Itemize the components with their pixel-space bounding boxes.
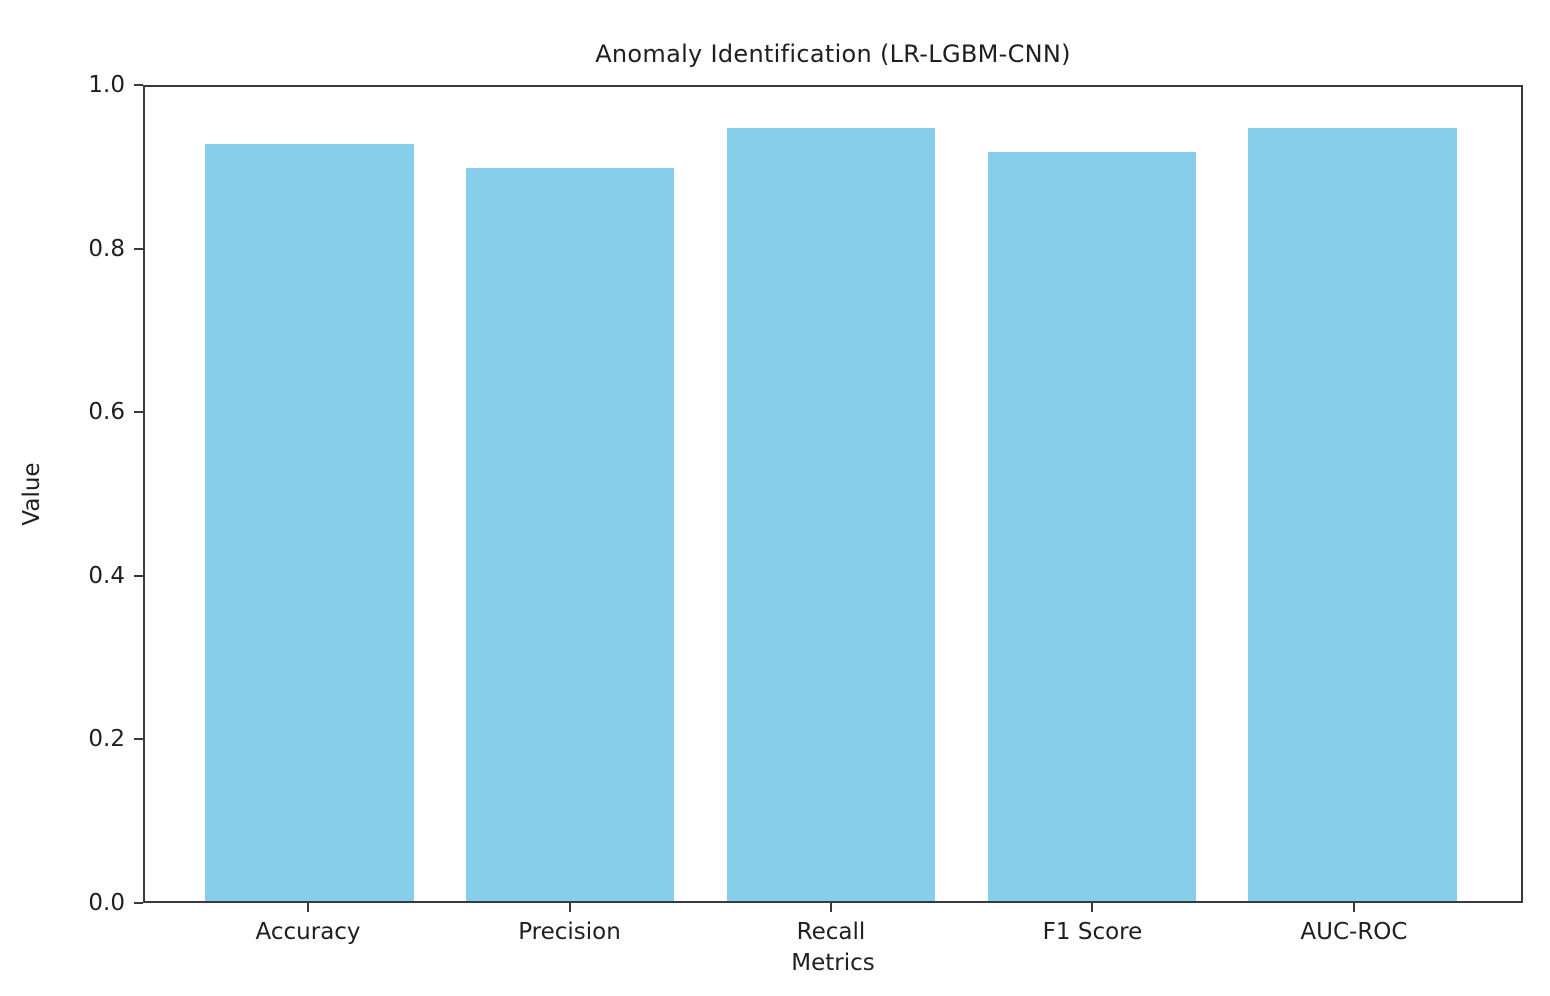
x-tick-mark-auc-roc [1352, 903, 1355, 912]
y-tick-label-0.4: 0.4 [88, 562, 125, 589]
plot-area [143, 85, 1523, 903]
x-tick-label-auc-roc: AUC-ROC [1300, 919, 1408, 945]
bar-auc-roc [1248, 127, 1457, 901]
x-tick-mark-recall [829, 903, 832, 912]
y-tick-label-0.8: 0.8 [88, 235, 125, 262]
bar-precision [466, 168, 675, 901]
x-tick-mark-accuracy [307, 903, 310, 912]
bar-recall [726, 127, 936, 901]
y-tick-mark-0.4 [134, 574, 143, 577]
y-tick-label-0.0: 0.0 [88, 890, 125, 916]
x-tick-label-recall: Recall [796, 919, 866, 945]
bar-f1-score [987, 152, 1196, 901]
y-tick-mark-0.8 [134, 247, 143, 250]
bar-accuracy [205, 143, 414, 901]
y-tick-mark-0.0 [134, 902, 143, 904]
x-tick-label-accuracy: Accuracy [255, 919, 361, 945]
y-tick-mark-0.6 [134, 411, 143, 414]
x-axis-label: Metrics [791, 950, 875, 976]
y-tick-mark-0.2 [134, 738, 143, 741]
x-axis: Accuracy Precision Recall F1 Score AUC-ROC [143, 903, 1523, 993]
y-tick-mark-1.0 [134, 84, 143, 86]
chart-title: Anomaly Identification (LR-LGBM-CNN) [595, 40, 1071, 68]
y-tick-label-0.2: 0.2 [88, 726, 125, 753]
x-tick-mark-f1-score [1091, 903, 1094, 912]
x-tick-label-precision: Precision [518, 919, 621, 945]
x-tick-mark-precision [568, 903, 571, 912]
x-tick-label-f1-score: F1 Score [1042, 919, 1143, 945]
y-tick-label-0.6: 0.6 [88, 399, 125, 426]
y-axis: 0.0 0.2 0.4 0.6 0.8 1.0 [0, 72, 143, 916]
y-tick-label-1.0: 1.0 [88, 72, 125, 98]
